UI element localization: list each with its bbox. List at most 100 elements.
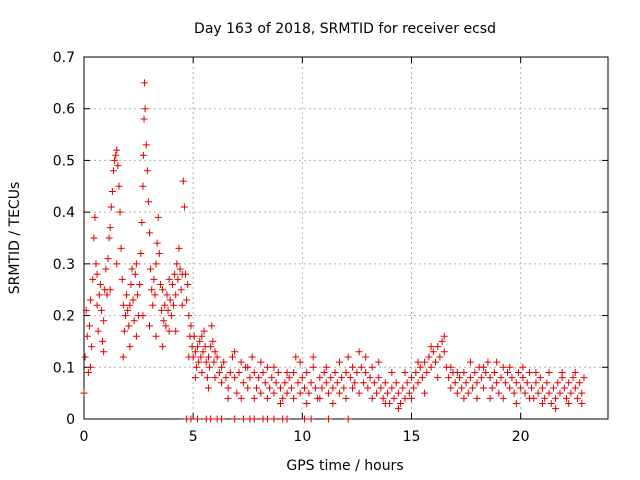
data-point [244,384,252,392]
data-point [191,348,199,356]
data-point [397,399,405,407]
data-point [320,368,328,376]
data-point [283,415,291,423]
data-point [208,322,216,330]
data-point [464,389,472,397]
data-point [257,389,265,397]
data-point [136,281,144,289]
data-point [368,363,376,371]
data-point [150,275,158,283]
x-tick-label: 15 [403,429,421,445]
data-point [408,394,415,402]
data-point [183,296,191,304]
data-point [231,348,239,356]
data-point [105,234,113,242]
data-point [99,337,107,345]
data-point [85,322,93,330]
data-point [504,368,512,376]
data-point [486,374,494,382]
data-point [532,379,540,387]
data-point [179,177,187,185]
data-point [536,374,544,382]
data-point [117,244,125,252]
data-point [218,363,226,371]
data-point [164,306,172,314]
data-point [399,384,407,392]
data-point [477,374,485,382]
data-point [120,327,128,335]
data-point [255,374,263,382]
data-point [355,348,363,356]
data-point [137,250,145,258]
data-point [161,301,169,309]
data-point [196,337,204,345]
data-point [421,389,429,397]
data-point [178,301,186,309]
data-point [172,291,180,299]
data-point [176,265,184,273]
data-point [519,374,527,382]
data-point [261,379,269,387]
data-point [294,379,302,387]
data-point [342,394,350,402]
data-point [484,358,492,366]
data-point [257,358,265,366]
data-point [539,399,546,407]
data-point [480,363,488,371]
data-point [565,399,573,407]
data-point [231,374,239,382]
data-point [100,317,108,325]
data-point [97,306,105,314]
data-point [163,291,171,299]
data-point [93,270,101,278]
data-point [185,312,193,320]
data-point [335,358,343,366]
data-point [432,358,440,366]
data-point [578,399,586,407]
chart-title: Day 163 of 2018, SRMTID for receiver ecs… [194,21,496,37]
data-point [152,332,160,340]
data-point [423,368,431,376]
data-point [127,281,135,289]
data-point [311,384,319,392]
data-point [248,353,256,361]
data-point [263,363,271,371]
data-point [514,368,522,376]
data-point [569,374,577,382]
data-point [160,317,168,325]
data-point [301,384,309,392]
data-point [497,374,505,382]
data-point [203,374,211,382]
data-point [259,368,267,376]
data-point [209,337,217,345]
axis-ticks: 0 5 10 15 20 0 0.1 0.2 0.3 0.4 0.5 0.6 0.7 [53,50,608,445]
data-point [138,218,146,226]
data-point [405,389,413,397]
data-point [222,374,230,382]
data-point [469,384,477,392]
data-point [147,265,155,273]
data-point [414,379,422,387]
data-point [87,296,95,304]
data-point [316,374,324,382]
y-tick-label: 0.1 [53,360,75,376]
data-point [167,312,175,320]
data-point [305,389,313,397]
data-point [250,415,258,423]
data-point [231,415,239,423]
data-point [116,208,124,216]
x-tick-label: 10 [293,429,311,445]
data-point [263,415,271,423]
data-point [88,343,96,351]
data-point [499,363,507,371]
data-point [194,343,202,351]
data-point [139,151,147,159]
data-point [102,265,110,273]
data-point [159,286,167,294]
data-point [211,348,219,356]
data-point [416,363,424,371]
data-point [316,394,324,402]
data-point [462,379,470,387]
data-point [349,363,357,371]
data-point [166,296,174,304]
